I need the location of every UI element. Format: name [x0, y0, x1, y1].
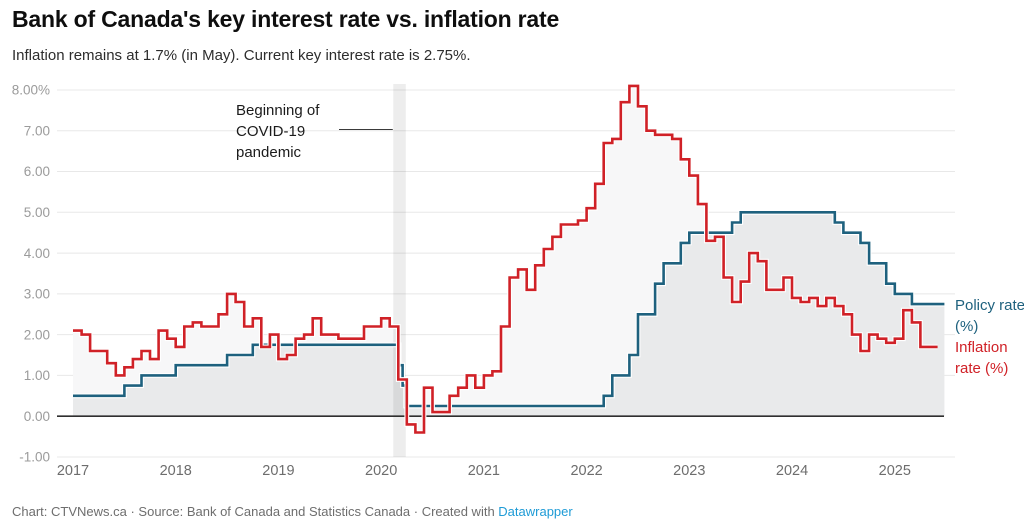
y-axis-tick-label: -1.00: [19, 450, 50, 465]
page-subtitle: Inflation remains at 1.7% (in May). Curr…: [12, 47, 471, 64]
legend-inflation-rate: Inflation rate (%): [955, 339, 1009, 377]
footer-attribution-text: Chart: CTVNews.ca · Source: Bank of Cana…: [12, 504, 499, 519]
x-axis-tick-label: 2018: [160, 463, 192, 479]
y-axis-tick-label: 4.00: [24, 246, 50, 261]
x-axis-tick-label: 2019: [262, 463, 294, 479]
legend-policy-rate: Policy rate (%): [955, 297, 1024, 335]
x-axis-tick-label: 2023: [673, 463, 705, 479]
x-axis-tick-label: 2017: [57, 463, 89, 479]
y-axis-tick-label: 2.00: [24, 327, 50, 342]
x-axis-tick-label: 2021: [468, 463, 500, 479]
y-axis-tick-label: 8.00%: [12, 83, 50, 98]
policy-rate-line: [73, 211, 945, 408]
policy-area-fill: [73, 212, 945, 417]
datawrapper-link[interactable]: Datawrapper: [498, 504, 573, 519]
x-axis-tick-label: 2024: [776, 463, 808, 479]
x-axis-tick-label: 2020: [365, 463, 397, 479]
y-axis-tick-label: 5.00: [24, 205, 50, 220]
chart-footer: Chart: CTVNews.ca · Source: Bank of Cana…: [12, 504, 573, 519]
x-axis-tick-label: 2025: [879, 463, 911, 479]
y-axis-tick-label: 6.00: [24, 164, 50, 179]
inflation-rate-line: [73, 84, 938, 434]
y-axis-tick-label: 7.00: [24, 123, 50, 138]
x-axis-tick-label: 2022: [570, 463, 602, 479]
page-title: Bank of Canada's key interest rate vs. i…: [12, 6, 560, 32]
covid-annotation-label: Beginning of COVID-19 pandemic: [236, 102, 320, 161]
y-axis-tick-label: 1.00: [24, 368, 50, 383]
y-axis-tick-label: 3.00: [24, 287, 50, 302]
y-axis-tick-label: 0.00: [24, 409, 50, 424]
